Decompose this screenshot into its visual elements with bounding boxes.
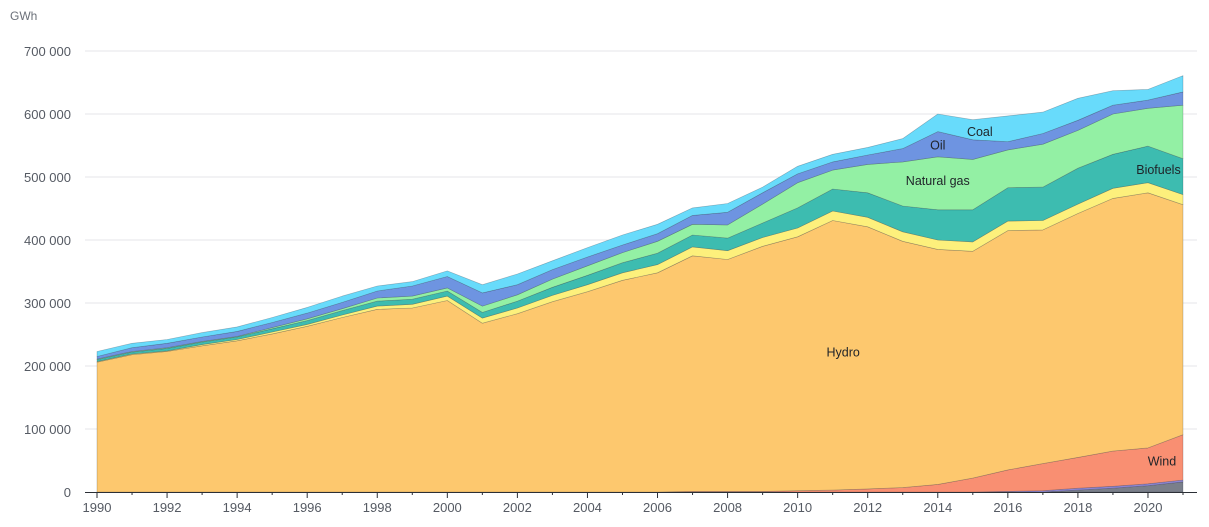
y-tick-label: 400 000 (24, 233, 71, 248)
series-label-natural-gas: Natural gas (906, 174, 970, 188)
x-tick-label: 2000 (433, 500, 462, 515)
x-tick-label: 2010 (783, 500, 812, 515)
x-tick-label: 2014 (923, 500, 952, 515)
x-tick-label: 1990 (83, 500, 112, 515)
axes: 0 100 000 200 000 300 000 400 000 500 000 600 … (24, 44, 1197, 515)
x-tick-label: 1994 (223, 500, 252, 515)
series-label-hydro: Hydro (827, 346, 860, 360)
series-label-oil: Oil (930, 138, 945, 152)
series-label-coal: Coal (967, 125, 993, 139)
x-tick-label: 2002 (503, 500, 532, 515)
y-axis-unit-label: GWh (10, 9, 37, 23)
series-labels: Hydro Wind Biofuels Natural gas Oil Coal (827, 125, 1181, 468)
x-tick-label: 2004 (573, 500, 602, 515)
x-tick-label: 2016 (993, 500, 1022, 515)
x-tick-label: 1998 (363, 500, 392, 515)
series-label-wind: Wind (1148, 455, 1177, 469)
y-tick-label: 300 000 (24, 296, 71, 311)
area-series (96, 75, 1184, 493)
x-tick-label: 1996 (293, 500, 322, 515)
x-tick-label: 2008 (713, 500, 742, 515)
y-tick-label: 700 000 (24, 44, 71, 59)
area-coal (96, 75, 1184, 357)
y-tick-label: 0 (64, 485, 71, 500)
x-tick-label: 2012 (853, 500, 882, 515)
y-tick-label: 100 000 (24, 422, 71, 437)
x-tick-label: 1992 (153, 500, 182, 515)
x-tick-label: 2018 (1063, 500, 1092, 515)
y-tick-label: 200 000 (24, 359, 71, 374)
y-tick-label: 600 000 (24, 107, 71, 122)
series-label-biofuels: Biofuels (1136, 163, 1180, 177)
x-tick-label: 2006 (643, 500, 672, 515)
x-tick-label: 2020 (1134, 500, 1163, 515)
y-tick-label: 500 000 (24, 170, 71, 185)
